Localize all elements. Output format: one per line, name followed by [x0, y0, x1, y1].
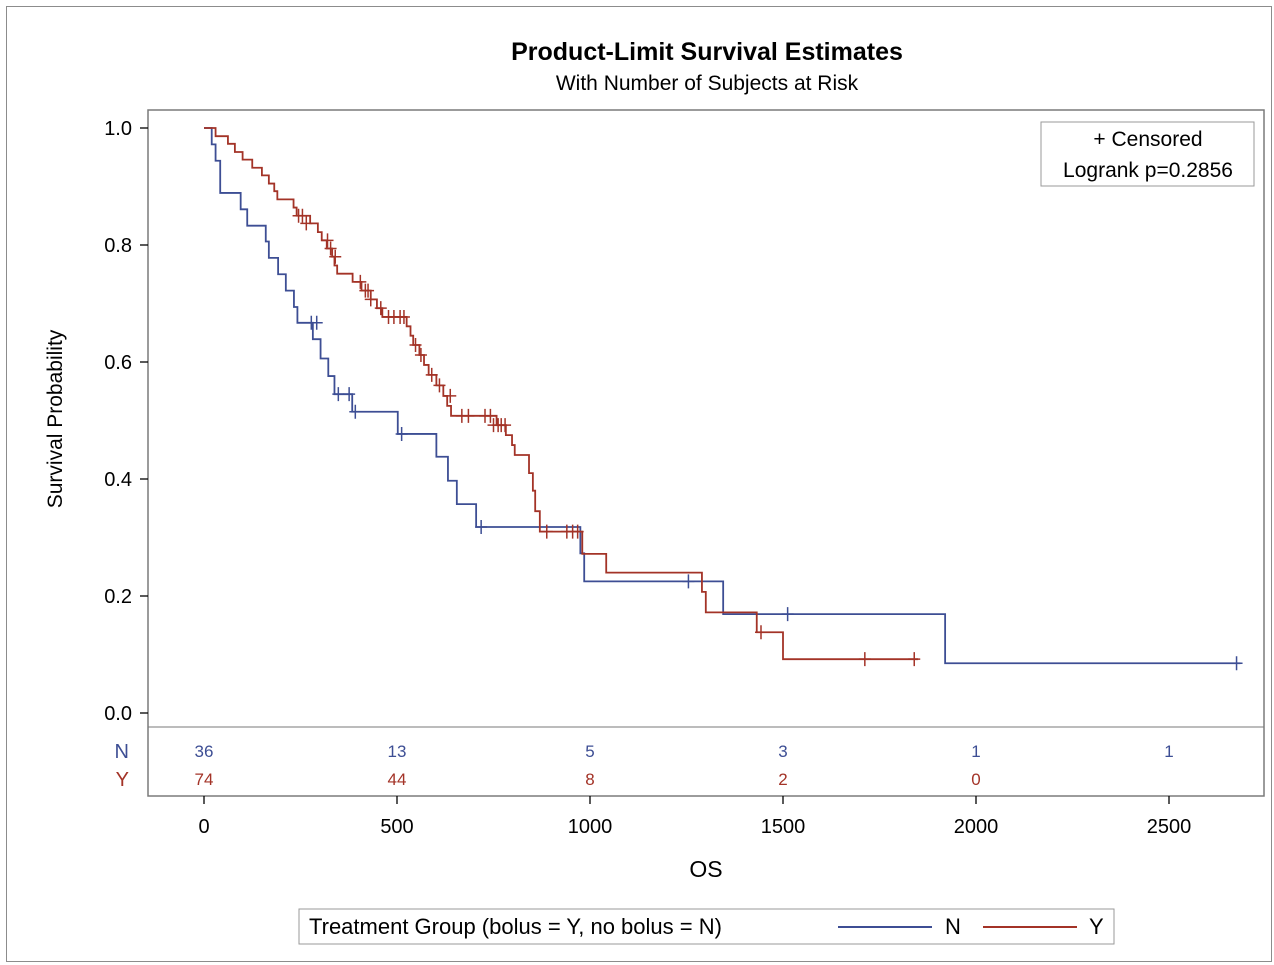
y-tick-label: 0.4: [104, 469, 132, 491]
censor-mark-y: [444, 388, 457, 403]
censor-mark-y: [364, 292, 377, 307]
censor-mark-y: [321, 233, 334, 248]
risk-count-y: 2: [778, 770, 787, 789]
legend-frame: [298, 908, 1115, 945]
x-tick-label: 2000: [954, 816, 999, 838]
censor-mark-n: [343, 387, 356, 402]
censor-mark-n: [682, 574, 695, 589]
risk-row-label-y: Y: [116, 769, 129, 791]
y-tick-label: 0.6: [104, 352, 132, 374]
chart-subtitle: With Number of Subjects at Risk: [556, 72, 859, 95]
censor-mark-y: [324, 241, 337, 256]
censored-label: + Censored: [1093, 128, 1202, 151]
censor-mark-y: [908, 652, 921, 667]
logrank-label: Logrank p=0.2856: [1063, 159, 1233, 182]
risk-count-y: 44: [388, 770, 407, 789]
censor-mark-n: [395, 426, 408, 441]
risk-count-n: 1: [971, 742, 980, 761]
y-tick-label: 1.0: [104, 118, 132, 140]
censor-mark-n: [310, 315, 323, 330]
censor-mark-y: [329, 249, 342, 264]
censor-mark-y: [397, 309, 410, 324]
chart-title: Product-Limit Survival Estimates: [511, 38, 903, 66]
censor-mark-y: [540, 524, 553, 539]
risk-count-y: 0: [971, 770, 980, 789]
chart-frame: [6, 6, 1272, 962]
plot-area: [147, 109, 1265, 797]
risk-count-y: 8: [585, 770, 594, 789]
y-tick-label: 0.0: [104, 703, 132, 725]
x-tick-label: 2500: [1147, 816, 1192, 838]
censor-mark-y: [858, 652, 871, 667]
censor-mark-y: [571, 524, 584, 539]
censor-mark-n: [781, 607, 794, 622]
y-tick-label: 0.2: [104, 586, 132, 608]
censor-mark-y: [425, 367, 438, 382]
risk-table: N 36 13 5 3 1 1 Y 74 44 8 2 0: [115, 741, 1174, 791]
censor-mark-y: [499, 418, 512, 433]
series-line-n: [204, 127, 1241, 665]
risk-count-n: 3: [778, 742, 787, 761]
x-tick-label: 500: [380, 816, 413, 838]
censor-mark-y: [484, 408, 497, 423]
risk-count-n: 1: [1164, 742, 1173, 761]
inset-frame: [1040, 121, 1255, 187]
x-axis-label: OS: [689, 856, 722, 882]
risk-count-y: 74: [195, 770, 214, 789]
y-axis: 0.0 0.2 0.4 0.6 0.8 1.0: [104, 118, 148, 725]
y-axis-label: Survival Probability: [44, 329, 67, 508]
series-layer: [204, 127, 1243, 671]
series-line-y: [204, 127, 919, 661]
y-tick-label: 0.8: [104, 235, 132, 257]
censor-mark-n: [332, 387, 345, 402]
censor-mark-y: [300, 216, 313, 231]
censor-mark-y: [414, 347, 427, 362]
risk-count-n: 13: [388, 742, 407, 761]
censor-mark-n: [475, 519, 488, 534]
inset-box: + Censored Logrank p=0.2856: [1040, 121, 1255, 187]
censor-mark-y: [433, 378, 446, 393]
censor-mark-y: [754, 625, 767, 640]
legend-label-y: Y: [1089, 914, 1104, 939]
risk-row-label-n: N: [115, 741, 129, 763]
censor-mark-y: [462, 408, 475, 423]
censor-mark-y: [409, 338, 422, 353]
x-tick-label: 0: [198, 816, 209, 838]
x-tick-label: 1000: [568, 816, 613, 838]
x-tick-label: 1500: [761, 816, 806, 838]
censor-mark-n: [349, 404, 362, 419]
censor-mark-y: [354, 274, 367, 289]
x-axis: 0 500 1000 1500 2000 2500: [198, 796, 1191, 838]
legend-title: Treatment Group (bolus = Y, no bolus = N…: [309, 914, 722, 939]
risk-count-n: 36: [195, 742, 214, 761]
risk-count-n: 5: [585, 742, 594, 761]
censor-mark-y: [296, 208, 309, 223]
censor-mark-y: [362, 283, 375, 298]
censor-mark-n: [1230, 656, 1243, 671]
legend-label-n: N: [945, 914, 961, 939]
legend: Treatment Group (bolus = Y, no bolus = N…: [298, 908, 1115, 945]
censor-mark-y: [374, 301, 387, 316]
